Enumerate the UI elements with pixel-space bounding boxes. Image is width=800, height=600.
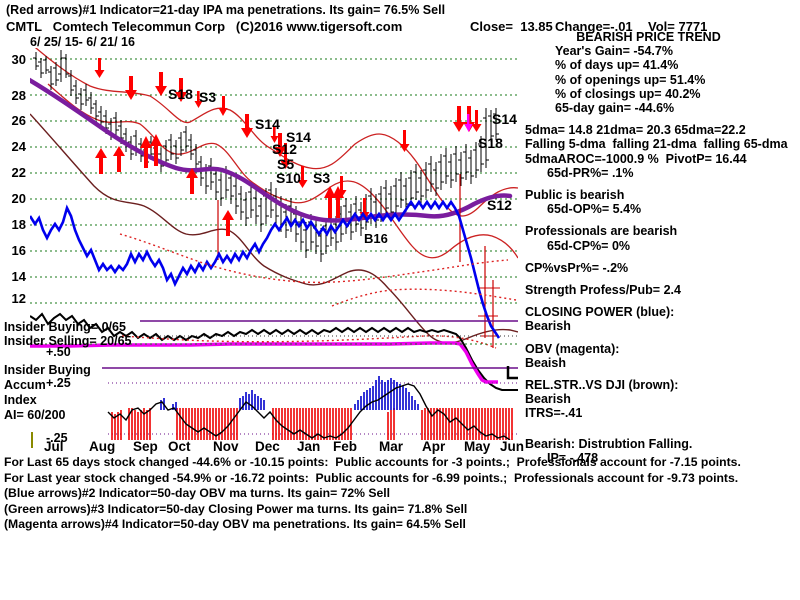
trend-title: BEARISH PRICE TREND bbox=[576, 30, 721, 44]
red-arrow-indicator-note: (Red arrows)#1 Indicator=21-day IPA ma p… bbox=[6, 3, 446, 17]
years-gain: Year's Gain= -54.7% bbox=[555, 44, 673, 59]
chart-annotation-s12-2: S12 bbox=[487, 197, 512, 213]
volume-label: Vol= 7771 bbox=[648, 19, 708, 34]
chart-annotation-s18-1: S18 bbox=[168, 86, 193, 102]
chart-annotation-s10: S10 bbox=[276, 170, 301, 186]
scale-plus-50: +.50 bbox=[46, 345, 71, 359]
closing-power-value: Bearish bbox=[525, 319, 571, 334]
insider-buying-label: Insider Buying bbox=[4, 363, 91, 377]
y-axis-tick-28: 28 bbox=[11, 88, 26, 103]
cp-65-day: 65d-CP%= 0% bbox=[547, 238, 631, 253]
y-axis-tick-16: 16 bbox=[11, 243, 26, 258]
x-axis-tick-aug: Aug bbox=[89, 439, 116, 454]
x-axis-tick-mar: Mar bbox=[379, 439, 404, 454]
summary-last-year: For Last year stock changed -54.9% or -1… bbox=[4, 470, 739, 485]
x-axis-tick-sep: Sep bbox=[133, 439, 158, 454]
magenta-arrow-indicator: (Magenta arrows)#4 Indicator=50-day OBV … bbox=[4, 517, 466, 532]
x-axis-tick-oct: Oct bbox=[168, 439, 191, 454]
index-label: Index bbox=[4, 393, 37, 407]
dma-values: 5dma= 14.8 21dma= 20.3 65dma=22.2 bbox=[525, 123, 746, 138]
ai-index-histogram[interactable] bbox=[30, 366, 518, 441]
y-axis-tick-20: 20 bbox=[11, 191, 26, 206]
ai-value: AI= 60/200 bbox=[4, 408, 66, 422]
chart-annotation-s3-1: S3 bbox=[199, 89, 217, 105]
date-range-label: 6/ 25/ 15- 6/ 21/ 16 bbox=[30, 35, 135, 49]
price-chart-canvas[interactable] bbox=[30, 48, 518, 430]
scale-plus-25: +.25 bbox=[46, 376, 71, 390]
chart-annotation-s3-2: S3 bbox=[313, 170, 331, 186]
statistics-panel: BEARISH PRICE TREND Year's Gain= -54.7% … bbox=[525, 30, 800, 465]
cp-vs-pr: CP%vsPr%= -.2% bbox=[525, 260, 629, 275]
relative-strength-label: REL.STR..VS DJI (brown): bbox=[525, 378, 679, 393]
aroc-pivot: 5dmaAROC=-1000.9 % PivotP= 16.44 bbox=[525, 151, 747, 166]
green-arrow-indicator: (Green arrows)#3 Indicator=50-day Closin… bbox=[4, 501, 468, 516]
itrs-value: ITRS=-.41 bbox=[525, 406, 583, 421]
professional-sentiment: Professionals are bearish bbox=[525, 224, 678, 239]
accum-label: Accum bbox=[4, 378, 46, 392]
insider-selling-count: Insider Selling= 20/65 bbox=[4, 334, 132, 348]
dma-direction: Falling 5-dma falling 21-dma falling 65-… bbox=[525, 137, 788, 152]
x-axis-tick-dec: Dec bbox=[255, 439, 280, 454]
op-65-day: 65d-OP%= 5.4% bbox=[547, 202, 642, 217]
x-axis-tick-jan: Jan bbox=[297, 439, 321, 454]
pct-closings-up: % of closings up= 40.2% bbox=[555, 86, 701, 101]
x-axis-origin-tick bbox=[31, 432, 33, 448]
chart-annotation-s18-2: S18 bbox=[478, 135, 503, 151]
chart-annotation-b16: B16 bbox=[364, 231, 388, 246]
obv-label: OBV (magenta): bbox=[525, 341, 620, 356]
symbol-company-line: CMTL Comtech Telecommun Corp (C)2016 www… bbox=[6, 19, 403, 34]
chart-annotation-s14-3: S14 bbox=[492, 111, 517, 127]
chart-annotation-s5: S5 bbox=[277, 156, 295, 172]
y-axis-tick-14: 14 bbox=[11, 269, 26, 284]
x-axis-tick-jun: Jun bbox=[500, 439, 525, 454]
chart-annotation-s14-2: S14 bbox=[286, 129, 311, 145]
blue-arrow-indicator: (Blue arrows)#2 Indicator=50-day OBV ma … bbox=[4, 486, 391, 501]
strength-prof-pub: Strength Profess/Pub= 2.4 bbox=[525, 283, 681, 298]
x-axis-tick-apr: Apr bbox=[422, 439, 446, 454]
scale-minus-25: -.25 bbox=[46, 431, 68, 445]
y-axis-tick-30: 30 bbox=[11, 52, 26, 67]
ip-value: IP= -.478 bbox=[547, 450, 599, 465]
x-axis-tick-nov: Nov bbox=[213, 439, 239, 454]
summary-text-block: For Last 65 days stock changed -44.6% or… bbox=[4, 455, 800, 533]
obv-value: Beaish bbox=[525, 355, 566, 370]
pct-days-up: % of days up= 41.4% bbox=[555, 58, 679, 73]
price-change-label: Change=-.01 bbox=[555, 19, 633, 34]
chart-annotation-s14-1: S14 bbox=[255, 116, 280, 132]
closing-power-label: CLOSING POWER (blue): bbox=[525, 305, 675, 320]
pr-65-day: 65d-PR%= .1% bbox=[547, 165, 634, 180]
pct-openings-up: % of openings up= 51.4% bbox=[555, 72, 706, 87]
x-axis-tick-feb: Feb bbox=[333, 439, 358, 454]
distribution-note: Bearish: Distrubtion Falling. bbox=[525, 436, 693, 451]
y-axis-tick-24: 24 bbox=[11, 139, 26, 154]
y-axis-tick-22: 22 bbox=[11, 165, 26, 180]
y-axis-tick-18: 18 bbox=[11, 217, 26, 232]
gain-65-day: 65-day gain= -44.6% bbox=[555, 101, 675, 116]
relative-strength-value: Bearish bbox=[525, 392, 571, 407]
y-axis-tick-12: 12 bbox=[11, 291, 26, 306]
x-axis-tick-may: May bbox=[464, 439, 491, 454]
chart-annotation-s12-1: S12 bbox=[272, 141, 297, 157]
x-axis-tick-jul: Jul bbox=[44, 439, 64, 454]
close-price-label: Close= 13.85 bbox=[470, 19, 553, 34]
summary-65-days: For Last 65 days stock changed -44.6% or… bbox=[4, 455, 741, 469]
public-sentiment: Public is bearish bbox=[525, 188, 625, 203]
insider-buying-count: Insider Buying= 0/65 bbox=[4, 320, 126, 334]
y-axis-tick-26: 26 bbox=[11, 113, 26, 128]
